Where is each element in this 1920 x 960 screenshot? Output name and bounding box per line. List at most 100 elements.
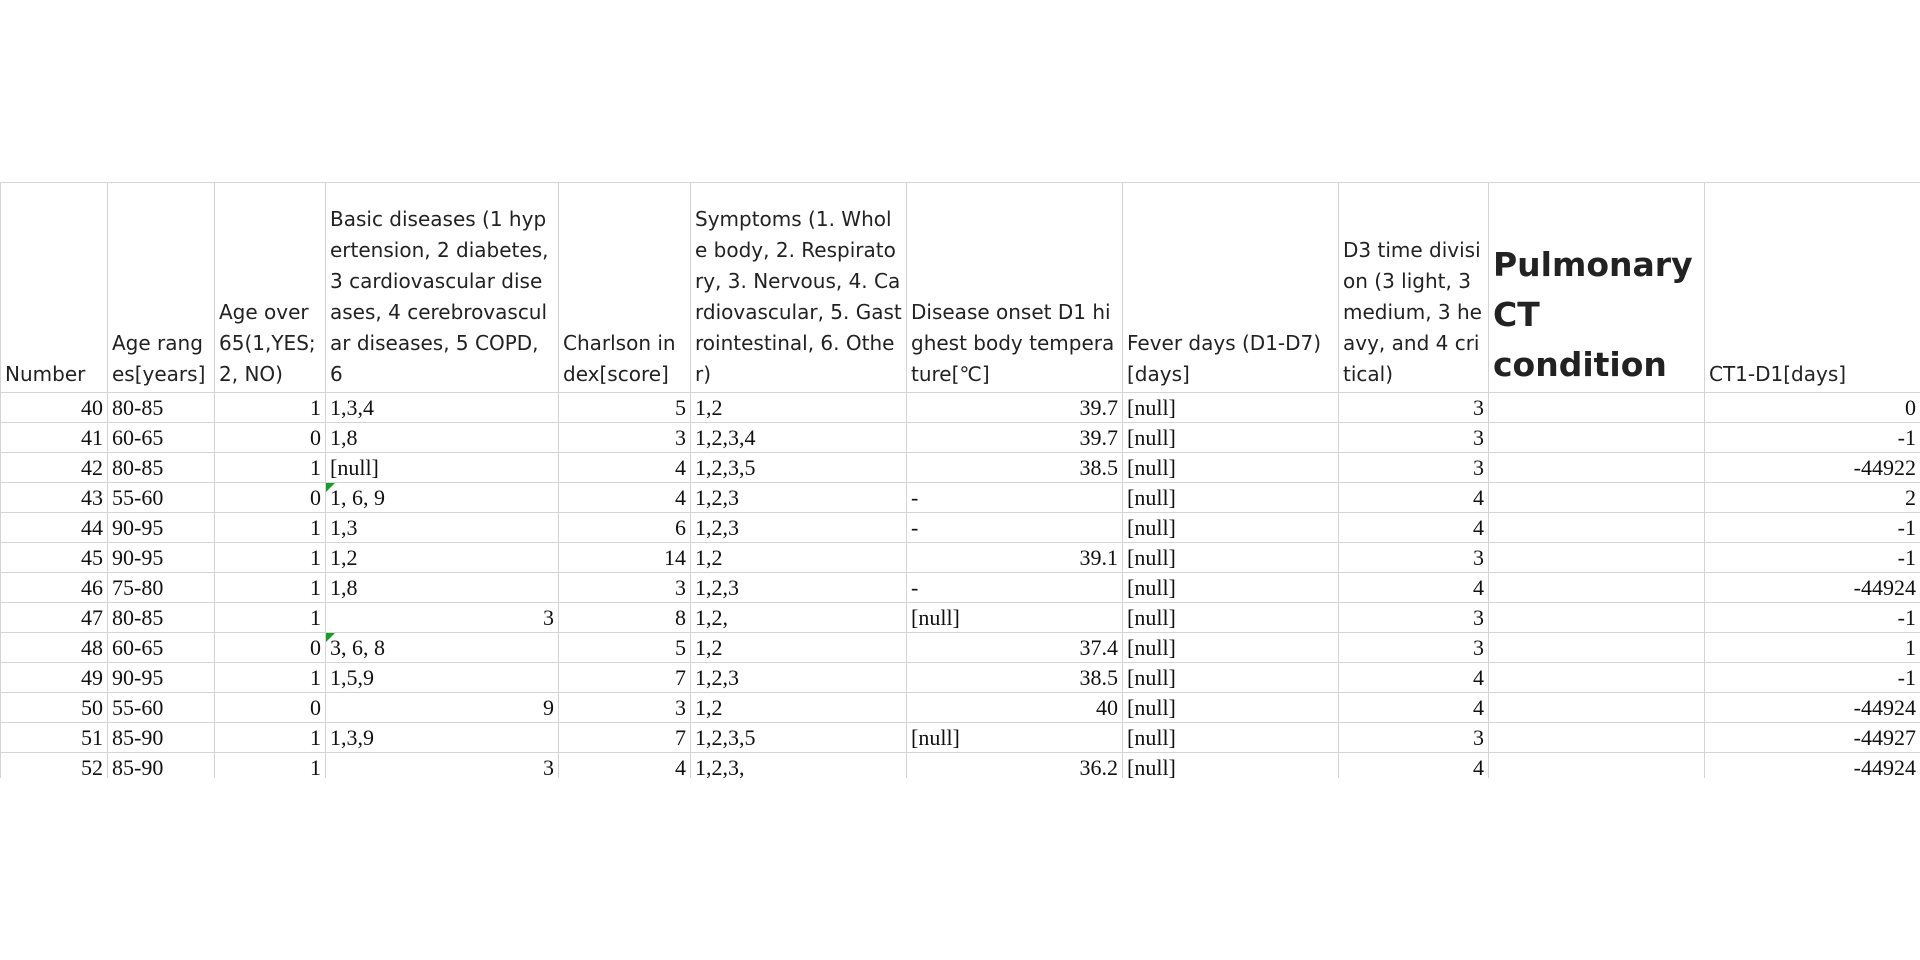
- cell-over65[interactable]: 0: [214, 632, 326, 663]
- cell-fever[interactable]: [null]: [1122, 692, 1339, 723]
- cell-d3[interactable]: 4: [1338, 482, 1489, 513]
- cell-num[interactable]: 45: [0, 542, 108, 573]
- cell-num[interactable]: 43: [0, 482, 108, 513]
- cell-symptoms[interactable]: 1,2,3: [690, 512, 907, 543]
- cell-over65[interactable]: 1: [214, 542, 326, 573]
- cell-charlson[interactable]: 3: [558, 572, 691, 603]
- cell-d3[interactable]: 3: [1338, 422, 1489, 453]
- cell-symptoms[interactable]: 1,2,3,: [690, 752, 907, 778]
- cell-temp[interactable]: -: [906, 482, 1123, 513]
- cell-age[interactable]: 80-85: [107, 452, 215, 483]
- cell-over65[interactable]: 1: [214, 452, 326, 483]
- cell-symptoms[interactable]: 1,2,3,4: [690, 422, 907, 453]
- cell-d3[interactable]: 4: [1338, 572, 1489, 603]
- cell-temp[interactable]: 40: [906, 692, 1123, 723]
- cell-age[interactable]: 80-85: [107, 602, 215, 633]
- cell-basic[interactable]: 3, 6, 8: [325, 632, 559, 663]
- cell-symptoms[interactable]: 1,2,3,5: [690, 722, 907, 753]
- cell-basic[interactable]: 1,2: [325, 542, 559, 573]
- cell-basic[interactable]: [null]: [325, 452, 559, 483]
- cell-temp[interactable]: 39.7: [906, 422, 1123, 453]
- cell-charlson[interactable]: 5: [558, 392, 691, 423]
- cell-ct1[interactable]: -1: [1704, 602, 1920, 633]
- column-header-6[interactable]: Symptoms (1. Whole body, 2. Respiratory,…: [690, 182, 907, 393]
- cell-temp[interactable]: [null]: [906, 722, 1123, 753]
- cell-num[interactable]: 41: [0, 422, 108, 453]
- cell-over65[interactable]: 1: [214, 722, 326, 753]
- cell-ct[interactable]: [1488, 392, 1705, 423]
- cell-ct1[interactable]: -44922: [1704, 452, 1920, 483]
- cell-charlson[interactable]: 7: [558, 662, 691, 693]
- cell-symptoms[interactable]: 1,2: [690, 392, 907, 423]
- cell-ct1[interactable]: -44924: [1704, 752, 1920, 778]
- cell-basic[interactable]: 1,5,9: [325, 662, 559, 693]
- cell-ct1[interactable]: -44924: [1704, 572, 1920, 603]
- cell-temp[interactable]: -: [906, 512, 1123, 543]
- cell-charlson[interactable]: 14: [558, 542, 691, 573]
- cell-fever[interactable]: [null]: [1122, 512, 1339, 543]
- cell-temp[interactable]: [null]: [906, 602, 1123, 633]
- cell-over65[interactable]: 0: [214, 482, 326, 513]
- cell-d3[interactable]: 3: [1338, 452, 1489, 483]
- cell-temp[interactable]: 36.2: [906, 752, 1123, 778]
- cell-ct1[interactable]: -44924: [1704, 692, 1920, 723]
- cell-fever[interactable]: [null]: [1122, 392, 1339, 423]
- column-header-3[interactable]: Age over 65(1,YES; 2, NO): [214, 182, 326, 393]
- cell-ct[interactable]: [1488, 452, 1705, 483]
- cell-age[interactable]: 90-95: [107, 662, 215, 693]
- cell-d3[interactable]: 3: [1338, 602, 1489, 633]
- cell-temp[interactable]: 37.4: [906, 632, 1123, 663]
- cell-fever[interactable]: [null]: [1122, 632, 1339, 663]
- cell-ct[interactable]: [1488, 422, 1705, 453]
- cell-num[interactable]: 49: [0, 662, 108, 693]
- column-header-2[interactable]: Age ranges[years]: [107, 182, 215, 393]
- cell-num[interactable]: 44: [0, 512, 108, 543]
- cell-symptoms[interactable]: 1,2,3: [690, 572, 907, 603]
- cell-charlson[interactable]: 8: [558, 602, 691, 633]
- cell-symptoms[interactable]: 1,2: [690, 692, 907, 723]
- cell-over65[interactable]: 0: [214, 692, 326, 723]
- cell-fever[interactable]: [null]: [1122, 422, 1339, 453]
- cell-basic[interactable]: 1,3: [325, 512, 559, 543]
- cell-basic[interactable]: 3: [325, 602, 559, 633]
- cell-d3[interactable]: 3: [1338, 392, 1489, 423]
- cell-fever[interactable]: [null]: [1122, 452, 1339, 483]
- column-header-10[interactable]: Pulmonary CT condition: [1488, 182, 1705, 393]
- cell-num[interactable]: 52: [0, 752, 108, 778]
- cell-charlson[interactable]: 6: [558, 512, 691, 543]
- cell-d3[interactable]: 4: [1338, 752, 1489, 778]
- cell-fever[interactable]: [null]: [1122, 572, 1339, 603]
- cell-temp[interactable]: 38.5: [906, 662, 1123, 693]
- cell-ct1[interactable]: 0: [1704, 392, 1920, 423]
- cell-ct1[interactable]: -44927: [1704, 722, 1920, 753]
- cell-num[interactable]: 42: [0, 452, 108, 483]
- cell-ct1[interactable]: 1: [1704, 632, 1920, 663]
- column-header-5[interactable]: Charlson index[score]: [558, 182, 691, 393]
- cell-basic[interactable]: 1,8: [325, 422, 559, 453]
- cell-symptoms[interactable]: 1,2,3: [690, 662, 907, 693]
- cell-age[interactable]: 60-65: [107, 422, 215, 453]
- cell-over65[interactable]: 1: [214, 512, 326, 543]
- cell-age[interactable]: 80-85: [107, 392, 215, 423]
- cell-ct1[interactable]: -1: [1704, 422, 1920, 453]
- cell-temp[interactable]: 38.5: [906, 452, 1123, 483]
- cell-ct1[interactable]: -1: [1704, 662, 1920, 693]
- cell-temp[interactable]: -: [906, 572, 1123, 603]
- cell-basic[interactable]: 1,8: [325, 572, 559, 603]
- cell-ct[interactable]: [1488, 572, 1705, 603]
- column-header-1[interactable]: Number: [0, 182, 108, 393]
- column-header-7[interactable]: Disease onset D1 highest body temperatur…: [906, 182, 1123, 393]
- column-header-9[interactable]: D3 time division (3 light, 3 medium, 3 h…: [1338, 182, 1489, 393]
- cell-ct[interactable]: [1488, 602, 1705, 633]
- cell-symptoms[interactable]: 1,2: [690, 632, 907, 663]
- cell-d3[interactable]: 4: [1338, 512, 1489, 543]
- cell-ct[interactable]: [1488, 512, 1705, 543]
- cell-ct[interactable]: [1488, 662, 1705, 693]
- column-header-8[interactable]: Fever days (D1-D7)[days]: [1122, 182, 1339, 393]
- cell-ct[interactable]: [1488, 692, 1705, 723]
- cell-charlson[interactable]: 3: [558, 422, 691, 453]
- cell-d3[interactable]: 4: [1338, 692, 1489, 723]
- cell-fever[interactable]: [null]: [1122, 722, 1339, 753]
- cell-charlson[interactable]: 3: [558, 692, 691, 723]
- cell-fever[interactable]: [null]: [1122, 482, 1339, 513]
